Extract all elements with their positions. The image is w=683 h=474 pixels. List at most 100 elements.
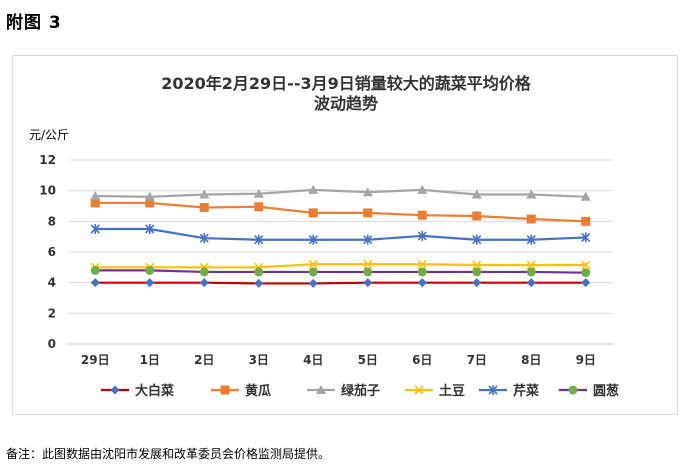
legend-swatch-marker [488, 385, 498, 395]
data-point [526, 278, 536, 288]
legend-label: 绿茄子 [341, 383, 380, 399]
data-point [526, 260, 536, 270]
data-point [90, 198, 100, 208]
gridlines [68, 159, 613, 345]
data-point [253, 188, 264, 198]
data-point [363, 234, 373, 245]
x-tick-label: 9日 [576, 353, 596, 367]
chart-frame: 2020年2月29日--3月9日销量较大的蔬菜平均价格 波动趋势 元/公斤 0 2… [12, 55, 678, 415]
data-point [417, 210, 427, 220]
legend-label: 大白菜 [135, 383, 174, 399]
data-point [308, 267, 318, 277]
data-point [526, 189, 537, 199]
legend-label: 黄瓜 [245, 383, 271, 399]
data-point [145, 198, 155, 208]
data-point [199, 189, 210, 199]
data-point [362, 187, 373, 197]
legend-label: 芹菜 [513, 383, 539, 399]
series-5 [90, 265, 591, 278]
x-tick-label: 6日 [412, 353, 432, 367]
data-point [308, 234, 318, 245]
data-point [145, 278, 155, 288]
series-line [95, 227, 586, 241]
data-point [308, 278, 318, 288]
legend-label: 土豆 [439, 383, 465, 399]
data-point [199, 203, 209, 213]
data-point [580, 191, 591, 201]
data-point [90, 224, 100, 234]
data-point [417, 184, 428, 194]
x-tick-label: 4日 [303, 353, 323, 367]
y-axis-label: 元/公斤 [29, 128, 69, 142]
y-tick-labels: 0 2 4 6 8 10 12 [39, 153, 56, 351]
legend-item-0: 大白菜 [101, 383, 174, 399]
legend-swatch-marker [316, 385, 326, 394]
data-point [363, 267, 373, 277]
x-tick-label: 5日 [358, 353, 378, 367]
data-point [308, 184, 319, 194]
data-point [145, 224, 155, 234]
data-point [471, 189, 482, 199]
y-tick-label: 0 [48, 337, 56, 351]
x-tick-label: 8日 [521, 353, 541, 367]
data-point [417, 259, 427, 269]
y-tick-label: 4 [48, 276, 56, 290]
legend-item-5: 圆葱 [559, 383, 619, 399]
data-point [526, 234, 536, 245]
data-point [144, 191, 155, 201]
y-tick-label: 8 [48, 214, 56, 228]
data-point [308, 208, 318, 218]
data-point [526, 214, 536, 224]
data-point [199, 267, 209, 277]
legend-item-2: 绿茄子 [307, 383, 380, 399]
legend-item-1: 黄瓜 [211, 383, 271, 399]
data-point [472, 234, 482, 245]
data-point [363, 259, 373, 269]
legend: 大白菜 黄瓜 绿茄子 土豆 芹菜 圆葱 [101, 383, 619, 399]
data-point [417, 230, 427, 241]
data-point [581, 232, 591, 243]
series-1 [90, 198, 591, 226]
legend-swatch-marker [220, 385, 230, 395]
data-point [581, 278, 591, 288]
plot-series [90, 184, 591, 288]
series-3 [90, 259, 591, 272]
legend-item-3: 土豆 [405, 383, 465, 399]
series-0 [90, 278, 591, 288]
data-point [90, 191, 101, 201]
data-point [145, 265, 155, 275]
data-point [363, 278, 373, 288]
data-point [472, 267, 482, 277]
y-tick-label: 6 [48, 245, 56, 259]
data-point [363, 208, 373, 218]
legend-label: 圆葱 [593, 383, 619, 399]
chart-title-line-2: 波动趋势 [314, 94, 378, 113]
data-point [254, 234, 264, 245]
x-tick-label: 29日 [81, 353, 110, 367]
data-point [199, 278, 209, 288]
data-point [472, 260, 482, 270]
data-point [581, 260, 591, 270]
data-point [90, 278, 100, 288]
data-point [417, 267, 427, 277]
footnote: 备注：此图数据由沈阳市发展和改革委员会价格监测局提供。 [6, 447, 331, 461]
data-point [472, 278, 482, 288]
data-point [90, 265, 100, 275]
legend-swatch-marker [414, 385, 424, 395]
x-tick-label: 2日 [194, 353, 214, 367]
series-line [95, 269, 586, 274]
y-tick-label: 10 [39, 184, 56, 198]
data-point [472, 211, 482, 221]
data-point [254, 278, 264, 288]
x-tick-label: 3日 [249, 353, 269, 367]
series-line [95, 263, 586, 269]
series-line [95, 281, 586, 285]
y-tick-label: 12 [39, 153, 56, 167]
data-point [199, 233, 209, 244]
series-line [95, 201, 586, 223]
legend-swatch-marker [568, 385, 578, 395]
x-tick-label: 1日 [140, 353, 160, 367]
data-point [417, 278, 427, 288]
data-point [581, 216, 591, 226]
data-point [308, 259, 318, 269]
